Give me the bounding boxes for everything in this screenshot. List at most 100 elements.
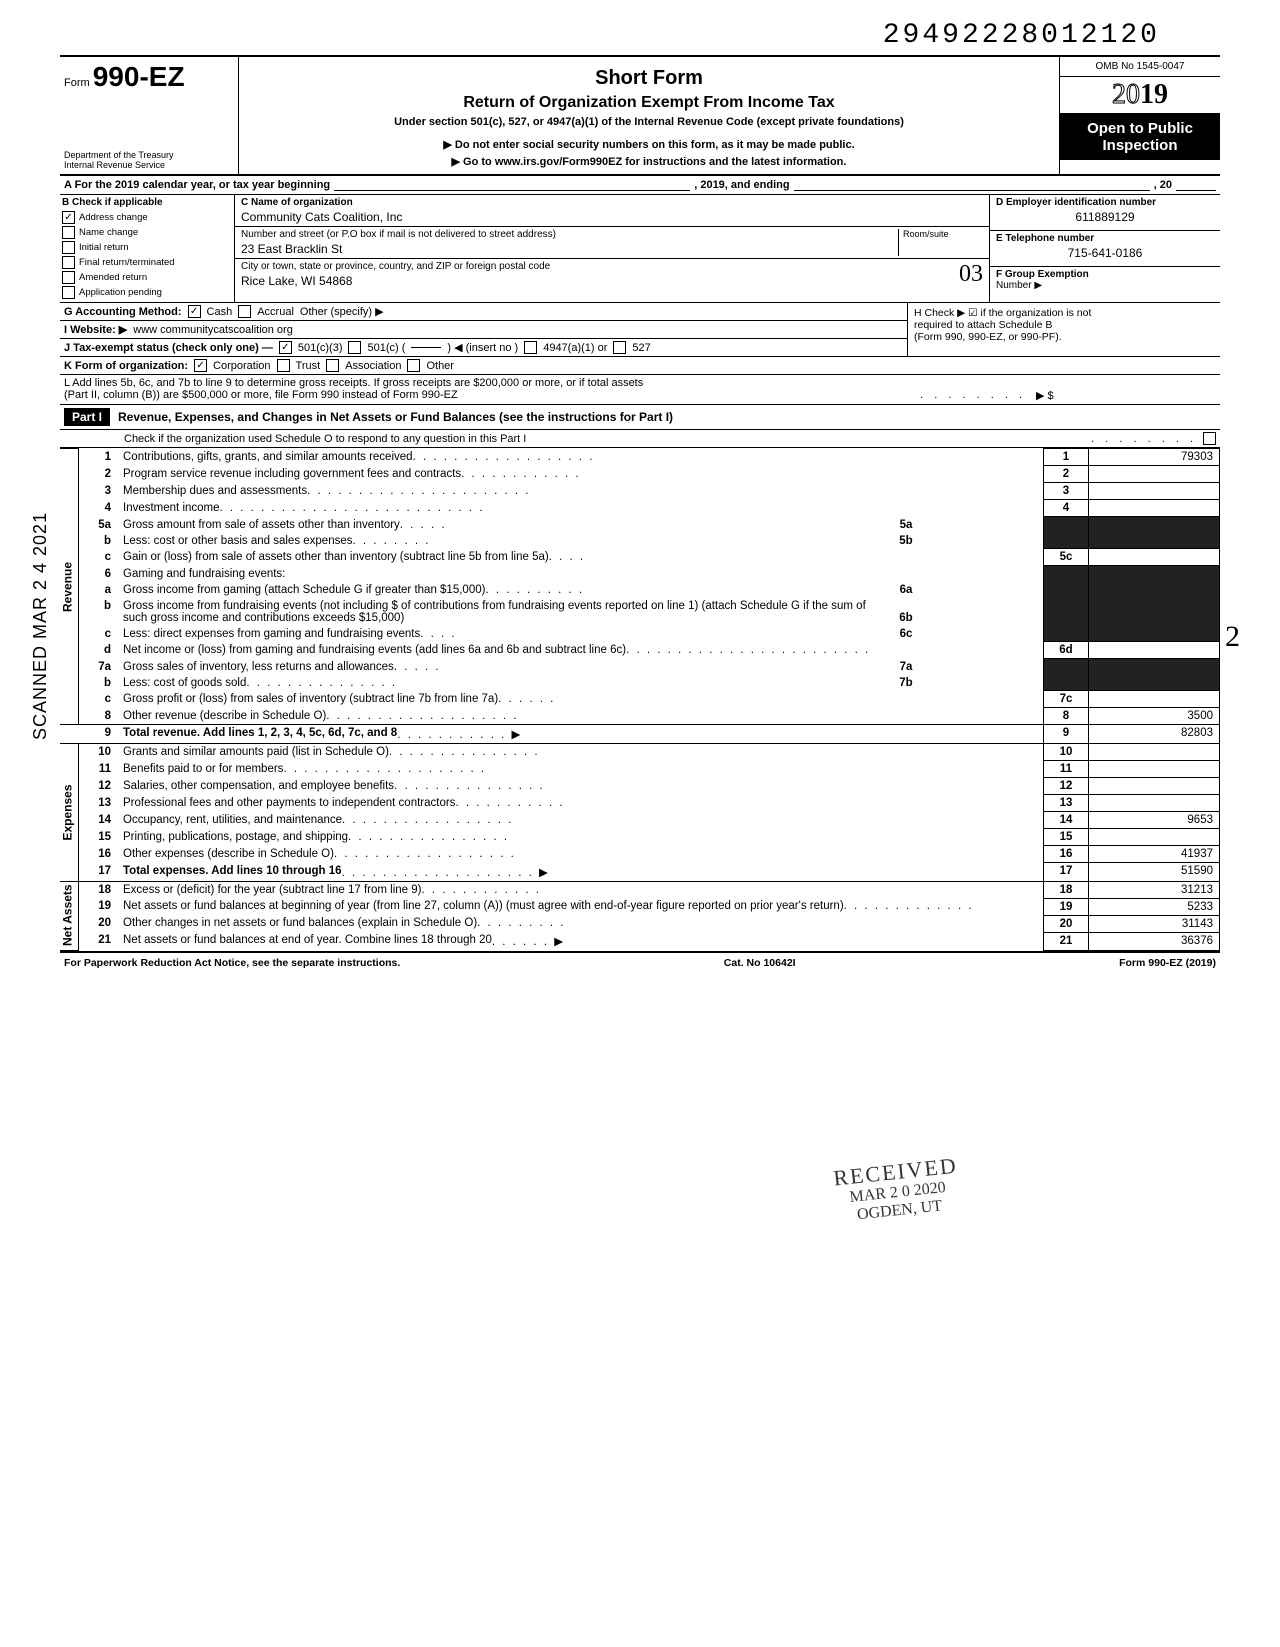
l16-val: 41937 [1089, 846, 1220, 863]
form-page: SCANNED MAR 2 4 2021 29492228012120 Form… [60, 20, 1220, 973]
l7b-desc: Less: cost of goods sold [123, 677, 246, 689]
assoc-checkbox[interactable] [326, 359, 339, 372]
l5a-desc: Gross amount from sale of assets other t… [123, 519, 400, 531]
c3-label: 501(c)(3) [298, 342, 343, 354]
tax-year: 2019 [1060, 77, 1220, 114]
l2-num: 2 [79, 466, 120, 483]
margin-hand-2: 2 [1225, 620, 1240, 654]
other-k-checkbox[interactable] [407, 359, 420, 372]
l20-num: 20 [79, 915, 120, 932]
l10-num: 10 [79, 744, 120, 761]
l1-desc: Contributions, gifts, grants, and simila… [123, 451, 413, 463]
527-label: 527 [632, 342, 650, 354]
l6a-midval [925, 582, 1044, 598]
stamp-received: RECEIVED [832, 1154, 959, 1191]
org-name: Community Cats Coalition, Inc [241, 208, 983, 224]
trust-checkbox[interactable] [277, 359, 290, 372]
tel-label: E Telephone number [996, 233, 1214, 244]
l14-val: 9653 [1089, 812, 1220, 829]
boxb-checkbox[interactable] [62, 271, 75, 284]
l17-box: 17 [1044, 863, 1089, 882]
grp-label2: Number ▶ [996, 280, 1214, 291]
l17-num: 17 [79, 863, 120, 882]
l4-desc: Investment income [123, 502, 220, 514]
dept-text: Department of the Treasury Internal Reve… [64, 150, 234, 170]
note-url: ▶ Go to www.irs.gov/Form990EZ for instru… [247, 155, 1051, 168]
row-a-mid: , 2019, and ending [694, 179, 789, 191]
trust-label: Trust [296, 360, 321, 372]
l18-desc: Excess or (deficit) for the year (subtra… [123, 884, 421, 896]
l5a-mid: 5a [887, 517, 925, 533]
footer-mid: Cat. No 10642I [724, 957, 796, 969]
l19-num: 19 [79, 898, 120, 915]
boxb-checkbox[interactable] [62, 286, 75, 299]
l5b-desc: Less: cost or other basis and sales expe… [123, 535, 353, 547]
l6a-desc: Gross income from gaming (attach Schedul… [123, 584, 485, 596]
l8-num: 8 [79, 708, 120, 725]
note-ssn: ▶ Do not enter social security numbers o… [247, 138, 1051, 151]
l6b-num: b [79, 598, 120, 626]
cash-checkbox[interactable]: ✓ [188, 305, 201, 318]
l6-gray [1044, 566, 1089, 642]
l16-num: 16 [79, 846, 120, 863]
street-label: Number and street (or P.O box if mail is… [241, 229, 898, 240]
col-c-org: C Name of organization Community Cats Co… [235, 195, 990, 302]
boxb-item: ✓Address change [62, 210, 232, 225]
l7b-mid: 7b [887, 675, 925, 691]
tel-value: 715-641-0186 [996, 244, 1214, 260]
schedule-o-checkbox[interactable] [1203, 432, 1216, 445]
l1-num: 1 [79, 449, 120, 466]
l-arrow: ▶ $ [1026, 389, 1216, 402]
527-checkbox[interactable] [613, 341, 626, 354]
l10-desc: Grants and similar amounts paid (list in… [123, 746, 389, 758]
l12-val [1089, 778, 1220, 795]
l3-num: 3 [79, 483, 120, 500]
k-label: K Form of organization: [64, 360, 188, 372]
boxb-checkbox[interactable] [62, 241, 75, 254]
l3-box: 3 [1044, 483, 1089, 500]
header-left: Form 990-EZ Department of the Treasury I… [60, 57, 239, 174]
l7-grayval [1089, 659, 1220, 691]
side-netassets: Net Assets [60, 881, 79, 950]
i-label: I Website: ▶ [64, 323, 127, 336]
corp-label: Corporation [213, 360, 270, 372]
l14-num: 14 [79, 812, 120, 829]
dept-line1: Department of the Treasury [64, 150, 234, 160]
part1-title: Revenue, Expenses, and Changes in Net As… [118, 410, 673, 424]
l7c-val [1089, 691, 1220, 708]
side-expenses: Expenses [60, 744, 79, 882]
a1-checkbox[interactable] [524, 341, 537, 354]
other-k-label: Other [426, 360, 454, 372]
c-checkbox[interactable] [348, 341, 361, 354]
l9-num: 9 [79, 725, 120, 744]
boxb-checkbox[interactable] [62, 226, 75, 239]
corp-checkbox[interactable]: ✓ [194, 359, 207, 372]
l5b-num: b [79, 533, 120, 549]
l10-val [1089, 744, 1220, 761]
accrual-label: Accrual [257, 306, 294, 318]
dln-number: 29492228012120 [60, 20, 1220, 51]
l7b-num: b [79, 675, 120, 691]
h-line3: (Form 990, 990-EZ, or 990-PF). [914, 331, 1214, 343]
boxb-item: Name change [62, 225, 232, 240]
boxb-checkbox[interactable] [62, 256, 75, 269]
row-g: G Accounting Method: ✓ Cash Accrual Othe… [60, 303, 907, 321]
row-a-right: , 20 [1154, 179, 1172, 191]
accrual-checkbox[interactable] [238, 305, 251, 318]
l7c-desc: Gross profit or (loss) from sales of inv… [123, 693, 498, 705]
l9-val: 82803 [1089, 725, 1220, 744]
l20-val: 31143 [1089, 915, 1220, 932]
part1-checknote: Check if the organization used Schedule … [60, 430, 1220, 448]
a1-label: 4947(a)(1) or [543, 342, 607, 354]
l2-val [1089, 466, 1220, 483]
l6b-mid: 6b [887, 598, 925, 626]
c3-checkbox[interactable]: ✓ [279, 341, 292, 354]
l5a-midval [925, 517, 1044, 533]
boxb-checkbox[interactable]: ✓ [62, 211, 75, 224]
room-hand: 03 [899, 261, 983, 288]
ein-value: 611889129 [996, 208, 1214, 224]
l1-box: 1 [1044, 449, 1089, 466]
scanned-stamp: SCANNED MAR 2 4 2021 [30, 512, 51, 740]
l15-num: 15 [79, 829, 120, 846]
row-j: J Tax-exempt status (check only one) — ✓… [60, 339, 907, 356]
